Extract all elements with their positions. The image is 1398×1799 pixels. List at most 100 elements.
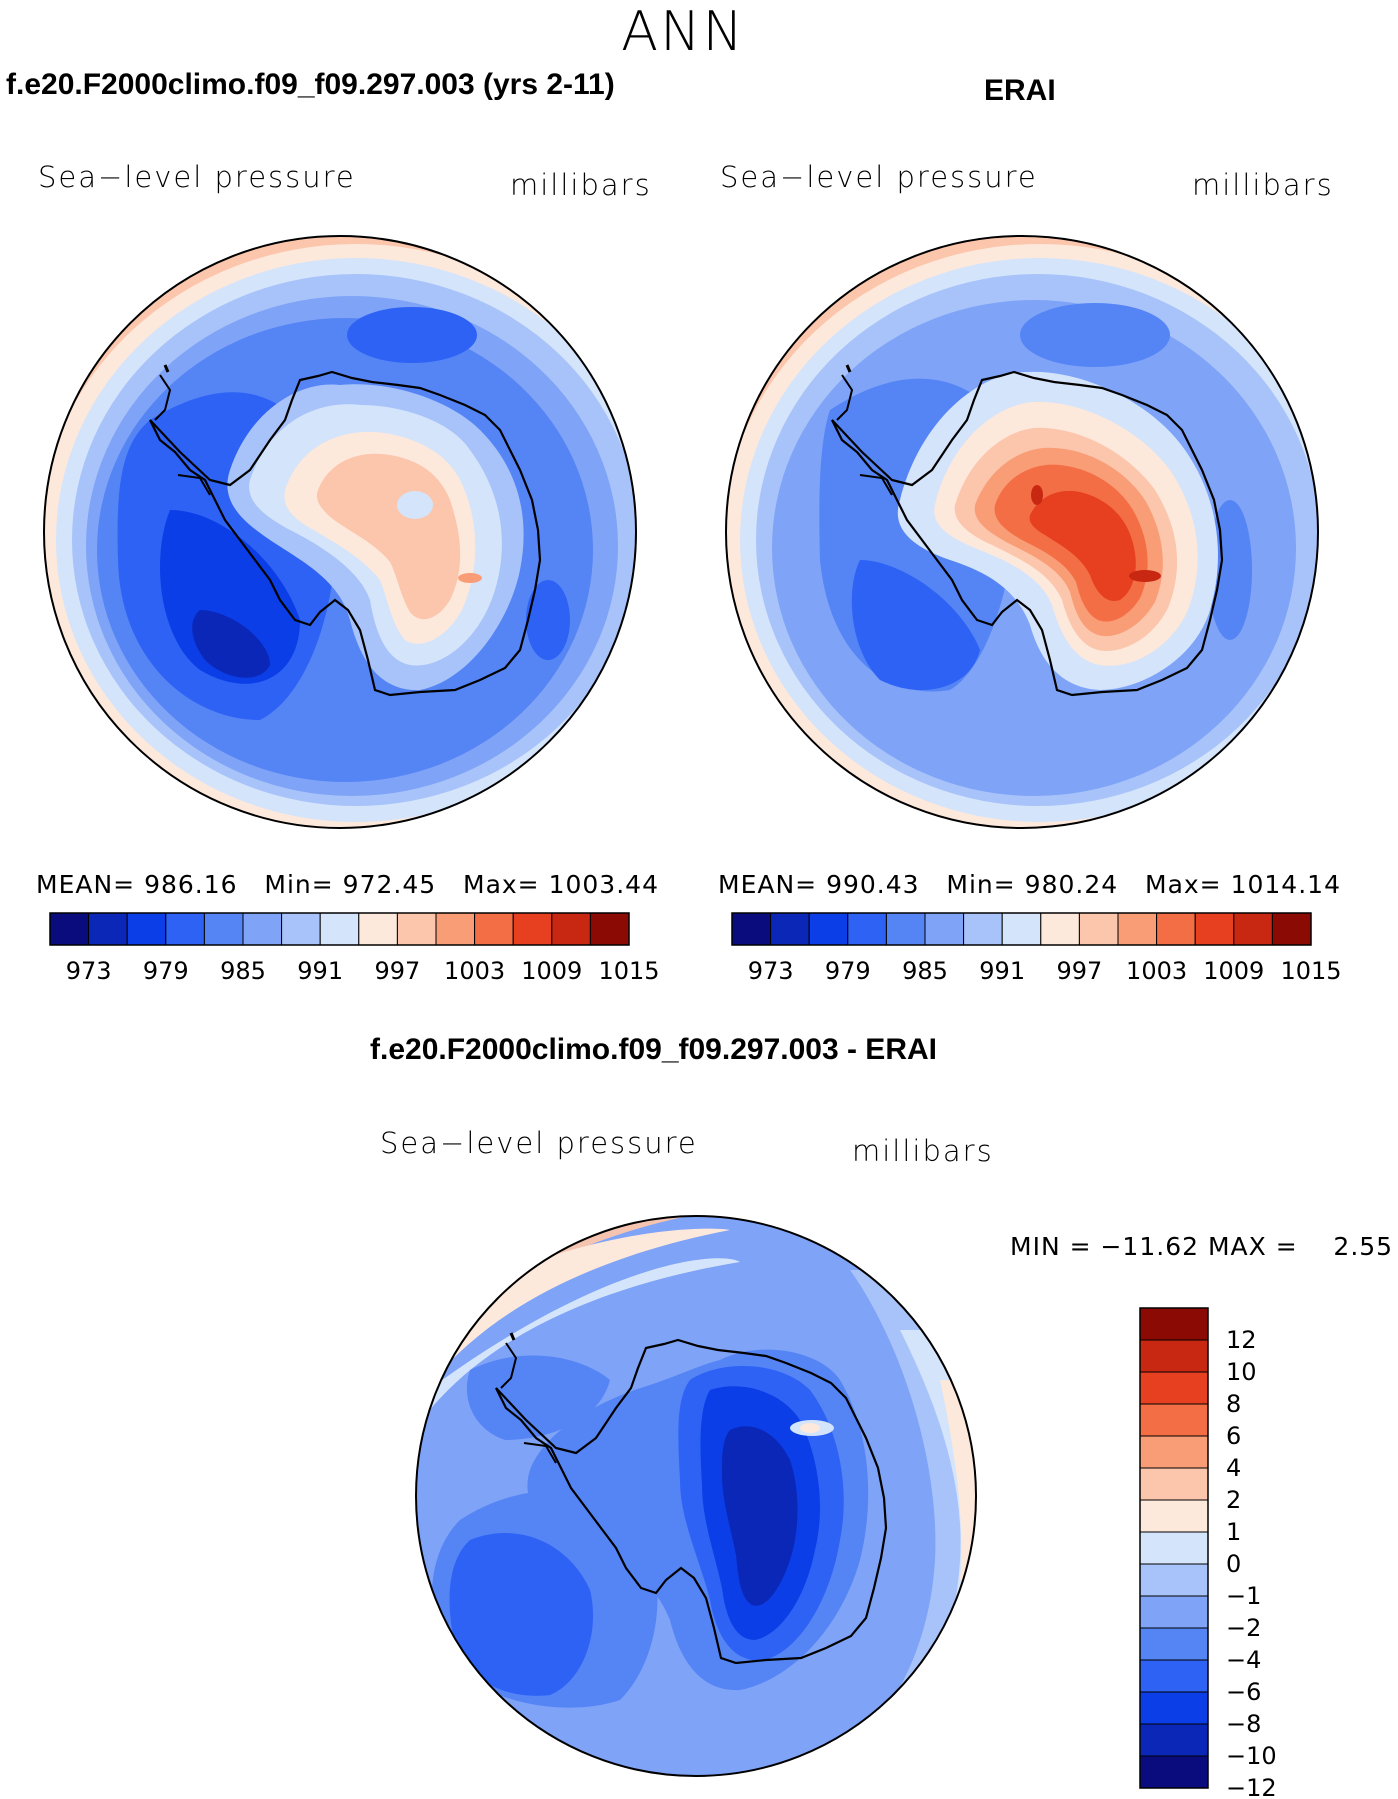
max-value: 1014.14 [1230, 870, 1341, 899]
colorbar-swatch [770, 912, 810, 946]
min-label: Min= [264, 870, 334, 899]
panel-title-diff: f.e20.F2000climo.f09_f09.297.003 - ERAI [370, 1033, 937, 1066]
units-label-diff: millibars [852, 1134, 994, 1168]
colorbar-swatch [1001, 912, 1042, 946]
mean-value: 990.43 [826, 870, 920, 899]
colorbar-tick-label: 2 [1226, 1486, 1241, 1514]
colorbar-swatch [126, 912, 167, 946]
colorbar-swatch [924, 912, 965, 946]
colorbar-swatch [1139, 1563, 1209, 1597]
colorbar-swatch [1139, 1627, 1209, 1661]
colorbar-swatch [1117, 912, 1158, 946]
colorbar-swatch [1078, 912, 1119, 946]
colorbar-swatch [474, 912, 514, 946]
units-label-obs: millibars [1192, 168, 1334, 202]
colorbar-swatch [1139, 1371, 1209, 1405]
colorbar-swatch [512, 912, 553, 946]
min-value: 972.45 [342, 870, 437, 899]
colorbar-swatch [88, 912, 128, 946]
colorbar-swatch [1139, 1499, 1209, 1533]
colorbar-swatch [1040, 912, 1080, 946]
colorbar-swatch [731, 912, 772, 946]
colorbar-swatch [963, 912, 1003, 946]
mean-value: 986.16 [144, 870, 238, 899]
colorbar-tick-label: 1015 [1280, 957, 1341, 985]
colorbar-swatch [847, 912, 887, 946]
colorbar-swatch [1139, 1723, 1209, 1757]
colorbar-tick-label: 973 [748, 957, 794, 985]
mean-label: MEAN= [718, 870, 818, 899]
colorbar-tick-label: 985 [902, 957, 948, 985]
colorbar-swatch [1233, 912, 1273, 946]
map-model [43, 235, 637, 829]
colorbar-tick-label: −8 [1226, 1710, 1261, 1738]
map-obs [725, 235, 1319, 829]
colorbar-tick-label: −2 [1226, 1614, 1261, 1642]
stats-model: MEAN= 986.16 Min= 972.45 Max= 1003.44 [36, 870, 659, 899]
colorbar-swatch [1139, 1531, 1209, 1565]
colorbar-swatch [1139, 1595, 1209, 1629]
colorbar-swatch [1271, 912, 1312, 946]
colorbar-swatch [1139, 1307, 1209, 1341]
colorbar-tick-label: 991 [297, 957, 343, 985]
colorbar-tick-label: 991 [979, 957, 1025, 985]
max-label: Max= [463, 870, 540, 899]
units-label-model: millibars [510, 168, 652, 202]
colorbar-swatch [1139, 1755, 1209, 1789]
colorbar-frame [731, 912, 1312, 946]
colorbar-swatch [358, 912, 398, 946]
colorbar-swatch [885, 912, 926, 946]
colorbar-tick-label: −4 [1226, 1646, 1261, 1674]
variable-label-model: Sea−level pressure [38, 160, 356, 194]
colorbar-tick-label: −6 [1226, 1678, 1261, 1706]
colorbar-tick-label: 0 [1226, 1550, 1241, 1578]
colorbar-swatch [589, 912, 630, 946]
variable-label-diff: Sea−level pressure [380, 1126, 698, 1160]
colorbar-tick-label: 1003 [444, 957, 505, 985]
colorbar-model: 973 979 985 991 997 1003 1009 1015 [49, 912, 660, 985]
colorbar-tick-label: 4 [1226, 1454, 1241, 1482]
colorbar-tick-label: 12 [1226, 1326, 1257, 1354]
colorbar-swatch [551, 912, 591, 946]
colorbar-swatch [1156, 912, 1196, 946]
colorbar-swatch [1194, 912, 1235, 946]
colorbar-tick-label: 1009 [521, 957, 582, 985]
colorbar-tick-label: 8 [1226, 1390, 1241, 1418]
min-label: Min= [946, 870, 1016, 899]
colorbar-swatch [1139, 1339, 1209, 1373]
colorbar-swatch [1139, 1691, 1209, 1725]
colorbar-swatch [396, 912, 437, 946]
colorbar-swatch [281, 912, 321, 946]
colorbar-swatch [1139, 1403, 1209, 1437]
colorbar-swatch [1139, 1435, 1209, 1469]
colorbar-obs: 973 979 985 991 997 1003 1009 1015 [731, 912, 1342, 985]
colorbar-swatch [808, 912, 849, 946]
main-title: ANN [621, 0, 745, 63]
colorbar-swatch [1139, 1659, 1209, 1693]
map-diff [415, 1215, 977, 1777]
panel-title-obs: ERAI [984, 74, 1056, 107]
max-label: Max= [1145, 870, 1222, 899]
variable-label-obs: Sea−level pressure [720, 160, 1038, 194]
colorbar-tick-label: 6 [1226, 1422, 1241, 1450]
colorbar-tick-label: 979 [825, 957, 871, 985]
colorbar-tick-label: −10 [1226, 1742, 1277, 1770]
colorbar-swatch [49, 912, 90, 946]
min-value: 980.24 [1024, 870, 1119, 899]
colorbar-tick-label: 997 [374, 957, 420, 985]
colorbar-swatch [1139, 1467, 1209, 1501]
colorbar-tick-label: 1003 [1126, 957, 1187, 985]
colorbar-tick-label: 1 [1226, 1518, 1241, 1546]
colorbar-swatch [319, 912, 360, 946]
colorbar-tick-label: 985 [220, 957, 266, 985]
colorbar-frame [49, 912, 630, 946]
panel-title-model: f.e20.F2000climo.f09_f09.297.003 (yrs 2-… [6, 68, 615, 101]
colorbar-swatch [242, 912, 283, 946]
stats-diff: MIN = −11.62 MAX = 2.55 [1010, 1232, 1394, 1261]
max-value: 1003.44 [548, 870, 659, 899]
stats-obs: MEAN= 990.43 Min= 980.24 Max= 1014.14 [718, 870, 1341, 899]
colorbar-tick-label: 1015 [598, 957, 659, 985]
colorbar-swatch [435, 912, 476, 946]
